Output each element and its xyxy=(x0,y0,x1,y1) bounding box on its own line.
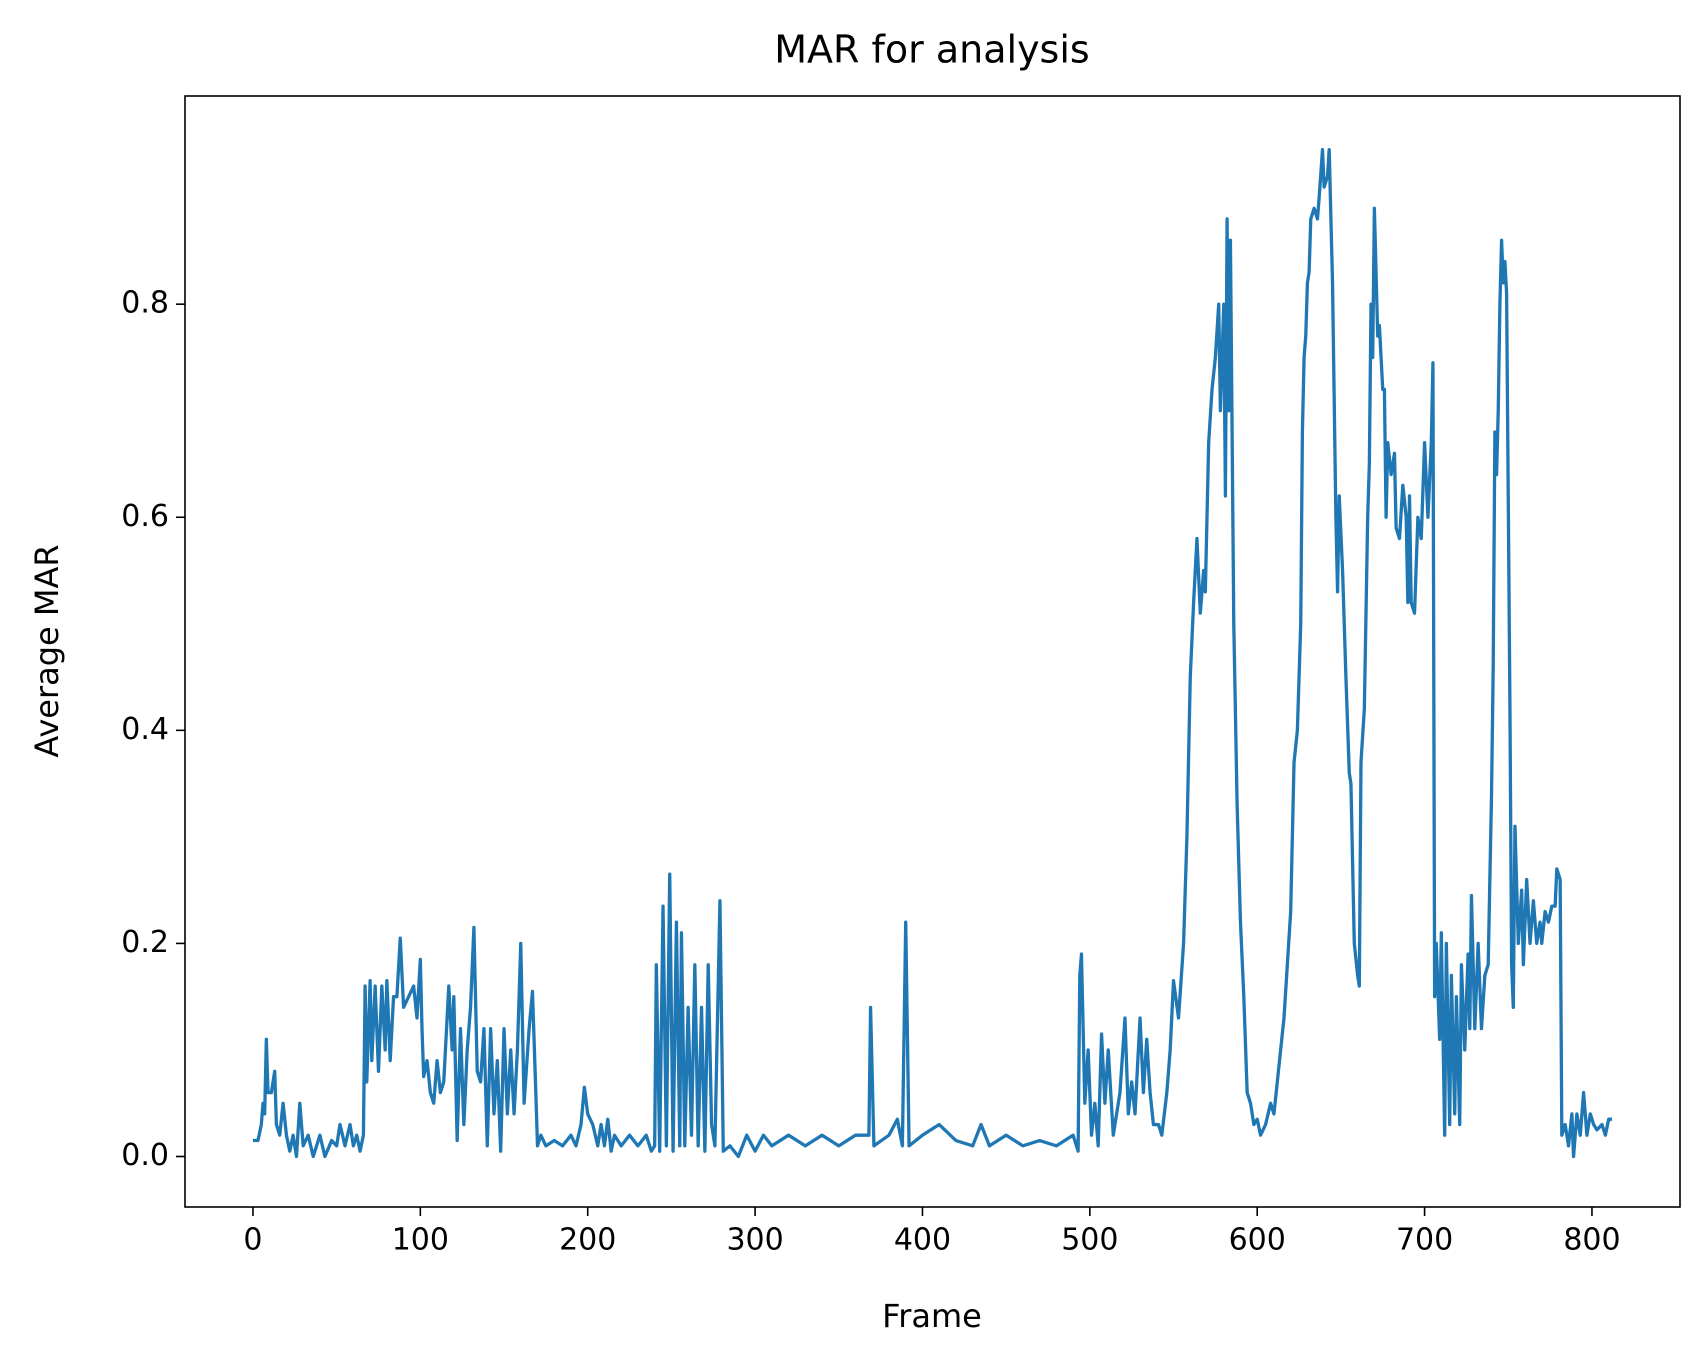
x-tick-label: 300 xyxy=(726,1223,783,1258)
plot-frame xyxy=(184,95,1681,1208)
y-tick-label: 0.0 xyxy=(121,1138,169,1173)
x-tick-label: 400 xyxy=(894,1223,951,1258)
x-tick-label: 600 xyxy=(1229,1223,1286,1258)
x-tick-label: 700 xyxy=(1396,1223,1453,1258)
y-axis-label: Average MAR xyxy=(28,544,66,757)
y-tick-label: 0.8 xyxy=(121,286,169,321)
x-tick-label: 0 xyxy=(243,1223,262,1258)
x-tick-label: 800 xyxy=(1563,1223,1620,1258)
y-tick-label: 0.6 xyxy=(121,499,169,534)
x-tick-label: 500 xyxy=(1061,1223,1118,1258)
chart-title: MAR for analysis xyxy=(774,28,1089,72)
x-axis-label: Frame xyxy=(882,1297,982,1335)
y-tick-label: 0.2 xyxy=(121,925,169,960)
data-line xyxy=(252,148,1613,1159)
x-tick-label: 100 xyxy=(392,1223,449,1258)
y-tick-label: 0.4 xyxy=(121,712,169,747)
x-tick-label: 200 xyxy=(559,1223,616,1258)
